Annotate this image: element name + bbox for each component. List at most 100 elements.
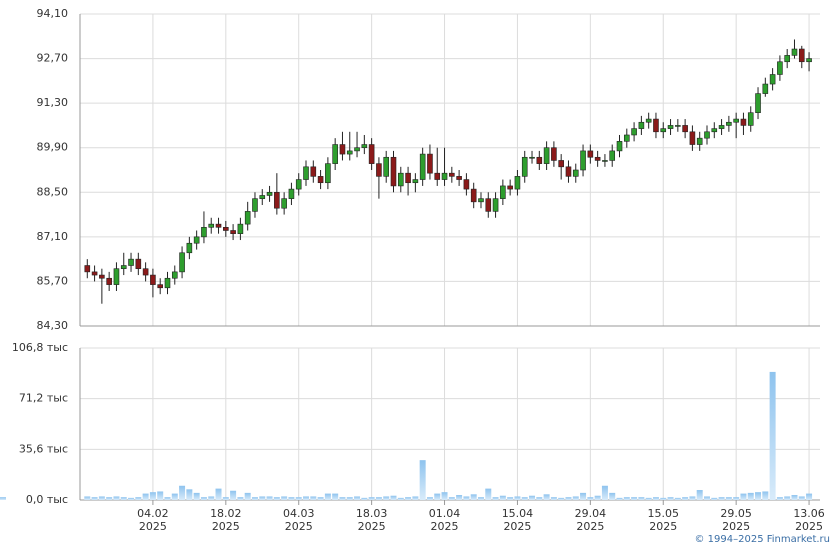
candle-body	[405, 172, 411, 184]
candle-body	[806, 58, 812, 63]
volume-bar	[667, 497, 674, 500]
volume-bar	[84, 496, 91, 500]
volume-bar	[128, 497, 135, 500]
volume-bar	[339, 497, 346, 500]
candle-body	[419, 153, 426, 180]
volume-bar	[317, 497, 324, 500]
candle-body	[434, 172, 441, 180]
x-tick-label: 18.03	[356, 507, 388, 520]
volume-bar	[368, 497, 375, 500]
volume-bar	[237, 497, 244, 500]
volume-bar	[674, 497, 681, 500]
candle-body	[332, 144, 338, 164]
volume-bar	[514, 496, 521, 500]
candle-body	[594, 156, 601, 161]
x-tick-label: 18.02	[210, 507, 242, 520]
x-tick-year: 2025	[795, 520, 823, 533]
y-tick-label: 88,50	[37, 185, 69, 198]
candle-body	[208, 223, 215, 228]
volume-bar	[91, 497, 98, 500]
candle-body	[164, 277, 171, 289]
y-tick-label: 94,10	[37, 7, 69, 20]
y-tick-label: 35,6 тыс	[19, 442, 68, 455]
volume-bar	[755, 492, 762, 500]
candle-body	[755, 93, 761, 113]
candle-body	[383, 156, 390, 177]
x-tick-year: 2025	[212, 520, 240, 533]
volume-bar	[718, 497, 725, 500]
candle-body	[288, 188, 295, 199]
candle-body	[456, 176, 462, 180]
volume-bar	[499, 495, 506, 500]
volume-bar	[186, 489, 193, 500]
candle-body	[215, 223, 222, 228]
candle-body	[84, 265, 91, 273]
candle-body	[113, 268, 120, 285]
candle-body	[587, 150, 594, 158]
candle-body	[354, 147, 360, 152]
candle-body	[244, 211, 251, 225]
y-tick-label: 89,90	[37, 141, 69, 154]
volume-bar	[200, 497, 207, 500]
candle-body	[798, 48, 805, 63]
volume-bar	[477, 497, 484, 500]
x-tick-label: 29.04	[575, 507, 607, 520]
candle-body	[427, 153, 433, 174]
candle-body	[478, 198, 484, 203]
y-tick-label: 0,0 тыс	[26, 493, 68, 506]
candle-body	[376, 163, 382, 177]
candle-body	[135, 258, 142, 269]
volume-bar	[426, 497, 433, 500]
volume-bar	[521, 497, 528, 500]
candle-body	[150, 274, 156, 285]
y-tick-label: 71,2 тыс	[19, 392, 68, 405]
candle-body	[492, 198, 499, 212]
candle-body	[645, 118, 652, 123]
volume-bar	[273, 497, 280, 500]
candle-body	[281, 198, 287, 209]
candle-body	[412, 179, 419, 184]
x-tick-label: 13.06	[793, 507, 825, 520]
volume-bar	[149, 492, 156, 500]
volume-bar	[142, 493, 149, 500]
volume-bar	[230, 490, 237, 500]
volume-bar	[164, 497, 171, 500]
volume-bar	[565, 497, 572, 500]
volume-bar	[587, 497, 594, 500]
candle-body	[551, 147, 557, 161]
volume-bar	[106, 497, 113, 500]
candle-body	[536, 156, 543, 164]
volume-bar	[463, 496, 470, 500]
candle-body	[631, 128, 637, 136]
candle-body	[747, 112, 754, 126]
volume-bar	[113, 496, 120, 500]
y-tick-label: 85,70	[37, 274, 69, 287]
volume-bar	[324, 493, 331, 500]
candle-body	[157, 284, 163, 289]
candle-body	[543, 147, 550, 164]
volume-bar	[492, 497, 499, 500]
volume-bar	[543, 494, 550, 500]
x-tick-year: 2025	[576, 520, 604, 533]
candle-body	[91, 271, 98, 276]
candle-body	[784, 55, 790, 63]
x-tick-label: 15.04	[502, 507, 534, 520]
y-tick-label: 87,10	[37, 230, 69, 243]
volume-bar	[288, 497, 295, 500]
volume-bar	[412, 496, 419, 500]
x-tick-label: 15.05	[648, 507, 680, 520]
candle-body	[507, 185, 513, 190]
volume-bar	[215, 488, 222, 500]
candle-body	[361, 144, 368, 149]
candle-body	[565, 166, 572, 177]
x-tick-year: 2025	[431, 520, 459, 533]
volume-bar	[558, 497, 565, 500]
volume-bar	[383, 496, 390, 500]
volume-bar	[485, 488, 492, 500]
candle-body	[762, 83, 769, 94]
x-tick-year: 2025	[285, 520, 313, 533]
volume-bar	[689, 496, 696, 500]
volume-bar	[266, 496, 273, 500]
candle-body	[230, 230, 236, 234]
